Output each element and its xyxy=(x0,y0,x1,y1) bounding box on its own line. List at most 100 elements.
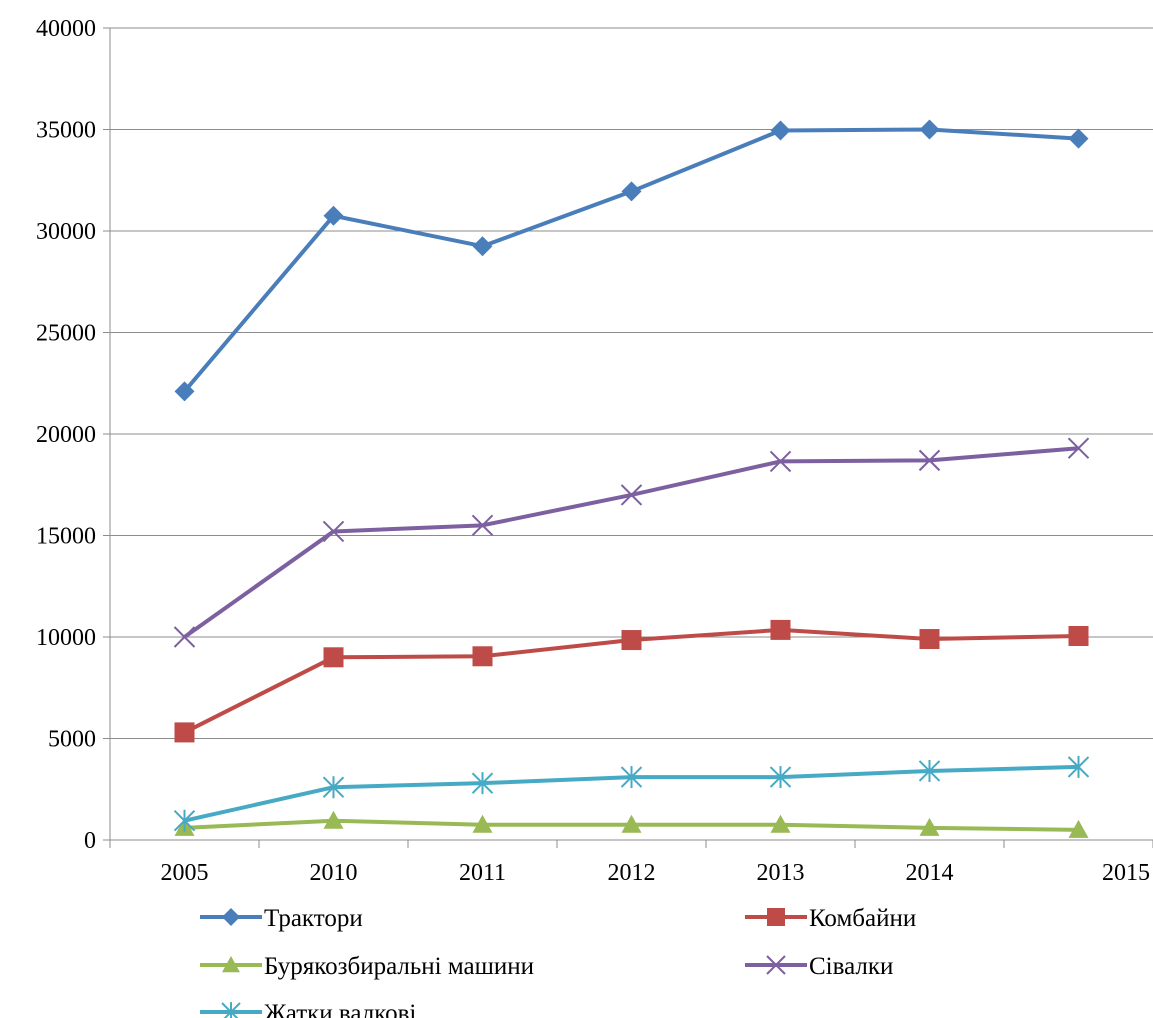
x-marker-stroke xyxy=(766,955,786,975)
data-point xyxy=(173,626,196,648)
square-marker xyxy=(174,722,195,743)
diamond-marker xyxy=(174,381,195,402)
legend-item: Жатки валкові xyxy=(200,1000,416,1018)
data-point xyxy=(621,181,642,202)
data-point xyxy=(472,236,493,257)
series-3 xyxy=(173,437,1090,648)
triangle-marker xyxy=(770,814,791,833)
series-1 xyxy=(174,619,1089,743)
data-point xyxy=(323,205,344,226)
legend-label: Комбайни xyxy=(809,905,916,932)
data-point xyxy=(1068,819,1089,838)
y-tick-label: 25000 xyxy=(36,321,96,347)
triangle-marker xyxy=(323,810,344,829)
y-tick-labels: 0 5000 10000 15000 20000 25000 30000 35000 40000 xyxy=(36,16,96,854)
data-point xyxy=(472,814,493,833)
data-point xyxy=(472,646,493,667)
legend-label: Жатки валкові xyxy=(264,1000,416,1018)
triangle-marker xyxy=(222,956,240,973)
data-point xyxy=(919,629,940,650)
data-point xyxy=(1067,437,1090,459)
y-tick-label: 5000 xyxy=(48,727,96,753)
data-point xyxy=(1067,755,1090,778)
legend-item: Комбайни xyxy=(745,905,916,932)
diamond-marker xyxy=(472,236,493,257)
y-tick-label: 35000 xyxy=(36,118,96,144)
axes xyxy=(103,27,1153,848)
legend-label: Трактори xyxy=(264,905,363,932)
x-marker-stroke xyxy=(173,626,196,648)
diamond-marker xyxy=(770,120,791,141)
data-point xyxy=(323,647,344,668)
legend-marker xyxy=(767,908,785,926)
legend-item: Бурякозбиральні машини xyxy=(200,953,534,980)
legend-marker xyxy=(222,956,240,973)
data-point xyxy=(174,381,195,402)
x-tick-label: 2012 xyxy=(608,860,656,886)
data-point xyxy=(1068,625,1089,646)
data-point xyxy=(919,119,940,140)
data-point xyxy=(471,514,494,537)
legend: Трактори Комбайни Бурякозбиральні машини Сі… xyxy=(200,905,916,1018)
square-marker xyxy=(767,908,785,926)
data-point xyxy=(918,449,941,472)
triangle-marker xyxy=(472,814,493,833)
square-marker xyxy=(770,619,791,640)
x-tick-label: 2013 xyxy=(757,860,805,886)
y-tick-label: 15000 xyxy=(36,524,96,550)
series-group xyxy=(173,119,1090,838)
x-marker-stroke xyxy=(1067,437,1090,459)
legend-label: Сівалки xyxy=(809,953,893,980)
x-tick-label: 2011 xyxy=(459,860,506,886)
legend-label: Бурякозбиральні машини xyxy=(264,953,534,980)
data-point xyxy=(471,772,494,795)
x-tick-labels: 2005 2010 2011 2012 2013 2014 2015 xyxy=(161,860,1151,886)
series-4 xyxy=(173,755,1090,832)
data-point xyxy=(1068,128,1089,149)
data-point xyxy=(769,450,792,473)
y-tick-label: 30000 xyxy=(36,219,96,245)
data-point xyxy=(620,484,643,506)
x-tick-label: 2005 xyxy=(161,860,209,886)
x-marker-stroke xyxy=(620,484,643,506)
data-point xyxy=(322,520,345,543)
triangle-marker xyxy=(1068,819,1089,838)
data-point xyxy=(322,776,345,799)
data-point xyxy=(918,759,941,782)
data-point xyxy=(323,810,344,829)
legend-item: Трактори xyxy=(200,905,363,932)
square-marker xyxy=(472,646,493,667)
x-tick-label: 2014 xyxy=(906,860,954,886)
triangle-marker xyxy=(621,814,642,833)
legend-marker xyxy=(221,1002,241,1018)
data-point xyxy=(769,766,792,789)
square-marker xyxy=(323,647,344,668)
series-2 xyxy=(174,810,1089,838)
x-marker-stroke xyxy=(918,449,941,472)
y-tick-label: 0 xyxy=(84,828,96,854)
data-point xyxy=(620,766,643,789)
square-marker xyxy=(621,630,642,651)
square-marker xyxy=(919,629,940,650)
data-point xyxy=(770,120,791,141)
diamond-marker xyxy=(222,908,240,926)
series-0 xyxy=(174,119,1089,402)
diamond-marker xyxy=(1068,128,1089,149)
series-line xyxy=(183,446,1079,639)
y-tick-label: 20000 xyxy=(36,422,96,448)
data-point xyxy=(770,814,791,833)
data-point xyxy=(173,809,196,832)
x-marker-stroke xyxy=(769,450,792,473)
triangle-marker xyxy=(919,817,940,836)
series-line xyxy=(182,127,1079,393)
data-point xyxy=(621,630,642,651)
data-point xyxy=(174,722,195,743)
diamond-marker xyxy=(323,205,344,226)
x-marker-stroke xyxy=(322,520,345,543)
y-tick-label: 40000 xyxy=(36,16,96,42)
data-point xyxy=(919,817,940,836)
legend-marker xyxy=(766,955,786,975)
x-marker-stroke xyxy=(471,514,494,537)
grid-lines xyxy=(110,27,1153,739)
